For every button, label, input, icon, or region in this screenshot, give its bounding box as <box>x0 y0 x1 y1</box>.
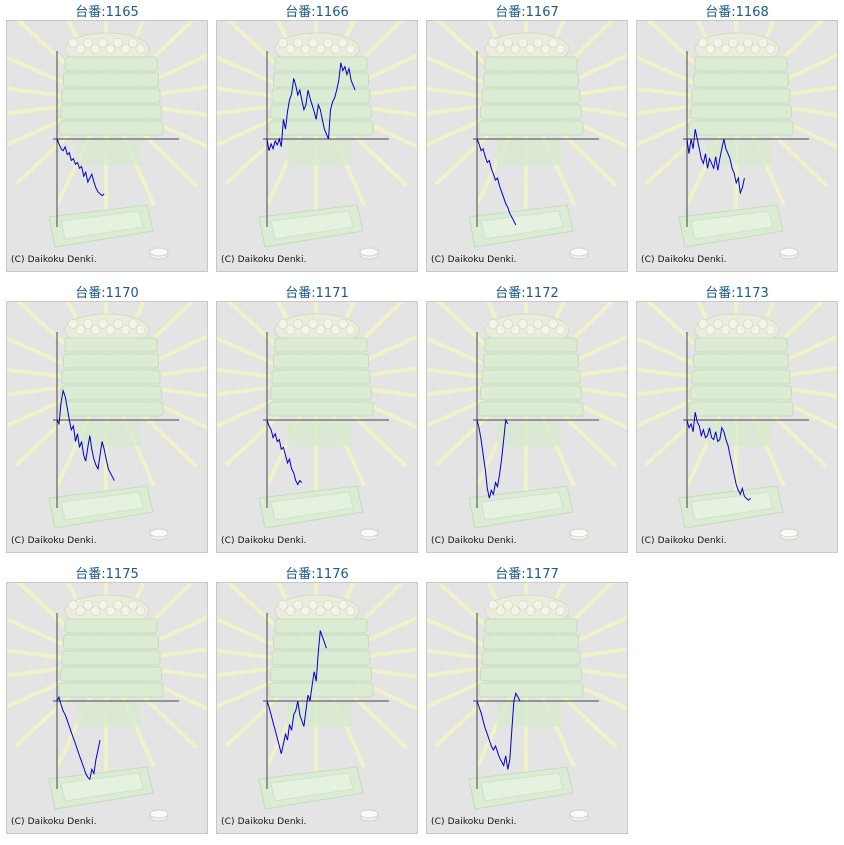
line-chart <box>263 332 389 508</box>
line-chart <box>53 613 179 789</box>
machine-number-title[interactable]: 台番:1165 <box>75 5 139 20</box>
series-line <box>476 418 509 499</box>
copyright-text: (C) Daikoku Denki. <box>221 255 307 265</box>
graph-panel: (C) Daikoku Denki. <box>216 301 418 553</box>
decorative-background <box>217 583 417 822</box>
machine-graph-card: 台番:1176 (C) Daikoku Denki. <box>212 562 422 842</box>
machine-graph-card: 台番:1165 (C) Daikoku Denki. <box>2 0 212 280</box>
line-chart <box>683 332 809 508</box>
series-line <box>56 138 105 197</box>
decorative-background <box>7 21 207 260</box>
machine-number-title[interactable]: 台番:1176 <box>285 567 349 582</box>
graph-panel: (C) Daikoku Denki. <box>6 301 208 553</box>
series-line <box>56 695 101 781</box>
machine-number-title[interactable]: 台番:1175 <box>75 567 139 582</box>
line-chart <box>473 613 599 789</box>
machine-number-title[interactable]: 台番:1172 <box>495 286 559 301</box>
line-chart <box>53 51 179 227</box>
machine-number-title[interactable]: 台番:1177 <box>495 567 559 582</box>
machine-number-title[interactable]: 台番:1173 <box>705 286 769 301</box>
series-line <box>476 138 517 226</box>
machine-number-title[interactable]: 台番:1166 <box>285 5 349 20</box>
graph-panel: (C) Daikoku Denki. <box>216 20 418 272</box>
copyright-text: (C) Daikoku Denki. <box>11 817 97 827</box>
machine-graph-card: 台番:1171 (C) Daikoku Denki. <box>212 281 422 561</box>
line-chart <box>263 51 389 227</box>
series-line <box>266 62 356 151</box>
copyright-text: (C) Daikoku Denki. <box>11 255 97 265</box>
copyright-text: (C) Daikoku Denki. <box>221 817 307 827</box>
graph-panel: (C) Daikoku Denki. <box>216 582 418 834</box>
graph-panel: (C) Daikoku Denki. <box>426 301 628 553</box>
machine-number-title[interactable]: 台番:1171 <box>285 286 349 301</box>
series-line <box>266 419 303 486</box>
graph-panel: (C) Daikoku Denki. <box>6 20 208 272</box>
series-line <box>266 630 327 754</box>
series-line <box>686 412 751 501</box>
machine-graph-card: 台番:1166 (C) Daikoku Denki. <box>212 0 422 280</box>
machine-graph-card: 台番:1173 (C) Daikoku Denki. <box>632 281 842 561</box>
graph-panel: (C) Daikoku Denki. <box>6 582 208 834</box>
copyright-text: (C) Daikoku Denki. <box>221 536 307 546</box>
graph-panel: (C) Daikoku Denki. <box>636 20 838 272</box>
machine-number-title[interactable]: 台番:1170 <box>75 286 139 301</box>
machine-number-title[interactable]: 台番:1168 <box>705 5 769 20</box>
machine-graph-card: 台番:1172 (C) Daikoku Denki. <box>422 281 632 561</box>
copyright-text: (C) Daikoku Denki. <box>641 536 727 546</box>
decorative-background <box>217 302 417 541</box>
line-chart <box>473 51 599 227</box>
copyright-text: (C) Daikoku Denki. <box>641 255 727 265</box>
line-chart <box>683 51 809 227</box>
line-chart <box>473 332 599 508</box>
graph-panel: (C) Daikoku Denki. <box>426 582 628 834</box>
series-line <box>476 691 521 770</box>
line-chart <box>53 332 179 508</box>
machine-graph-card: 台番:1168 (C) Daikoku Denki. <box>632 0 842 280</box>
line-chart <box>263 613 389 789</box>
decorative-background <box>427 583 627 822</box>
decorative-background <box>637 302 837 541</box>
decorative-background <box>217 21 417 260</box>
series-line <box>56 388 115 481</box>
decorative-background <box>7 583 207 822</box>
decorative-background <box>427 21 627 260</box>
copyright-text: (C) Daikoku Denki. <box>431 536 517 546</box>
machine-graph-card: 台番:1177 (C) Daikoku Denki. <box>422 562 632 842</box>
copyright-text: (C) Daikoku Denki. <box>11 536 97 546</box>
series-line <box>686 129 745 195</box>
machine-graph-card: 台番:1167 (C) Daikoku Denki. <box>422 0 632 280</box>
decorative-background <box>7 302 207 541</box>
copyright-text: (C) Daikoku Denki. <box>431 255 517 265</box>
machine-graph-card: 台番:1175 (C) Daikoku Denki. <box>2 562 212 842</box>
decorative-background <box>637 21 837 260</box>
decorative-background <box>427 302 627 541</box>
graph-panel: (C) Daikoku Denki. <box>636 301 838 553</box>
graph-panel: (C) Daikoku Denki. <box>426 20 628 272</box>
machine-number-title[interactable]: 台番:1167 <box>495 5 559 20</box>
copyright-text: (C) Daikoku Denki. <box>431 817 517 827</box>
machine-graph-card: 台番:1170 (C) Daikoku Denki. <box>2 281 212 561</box>
